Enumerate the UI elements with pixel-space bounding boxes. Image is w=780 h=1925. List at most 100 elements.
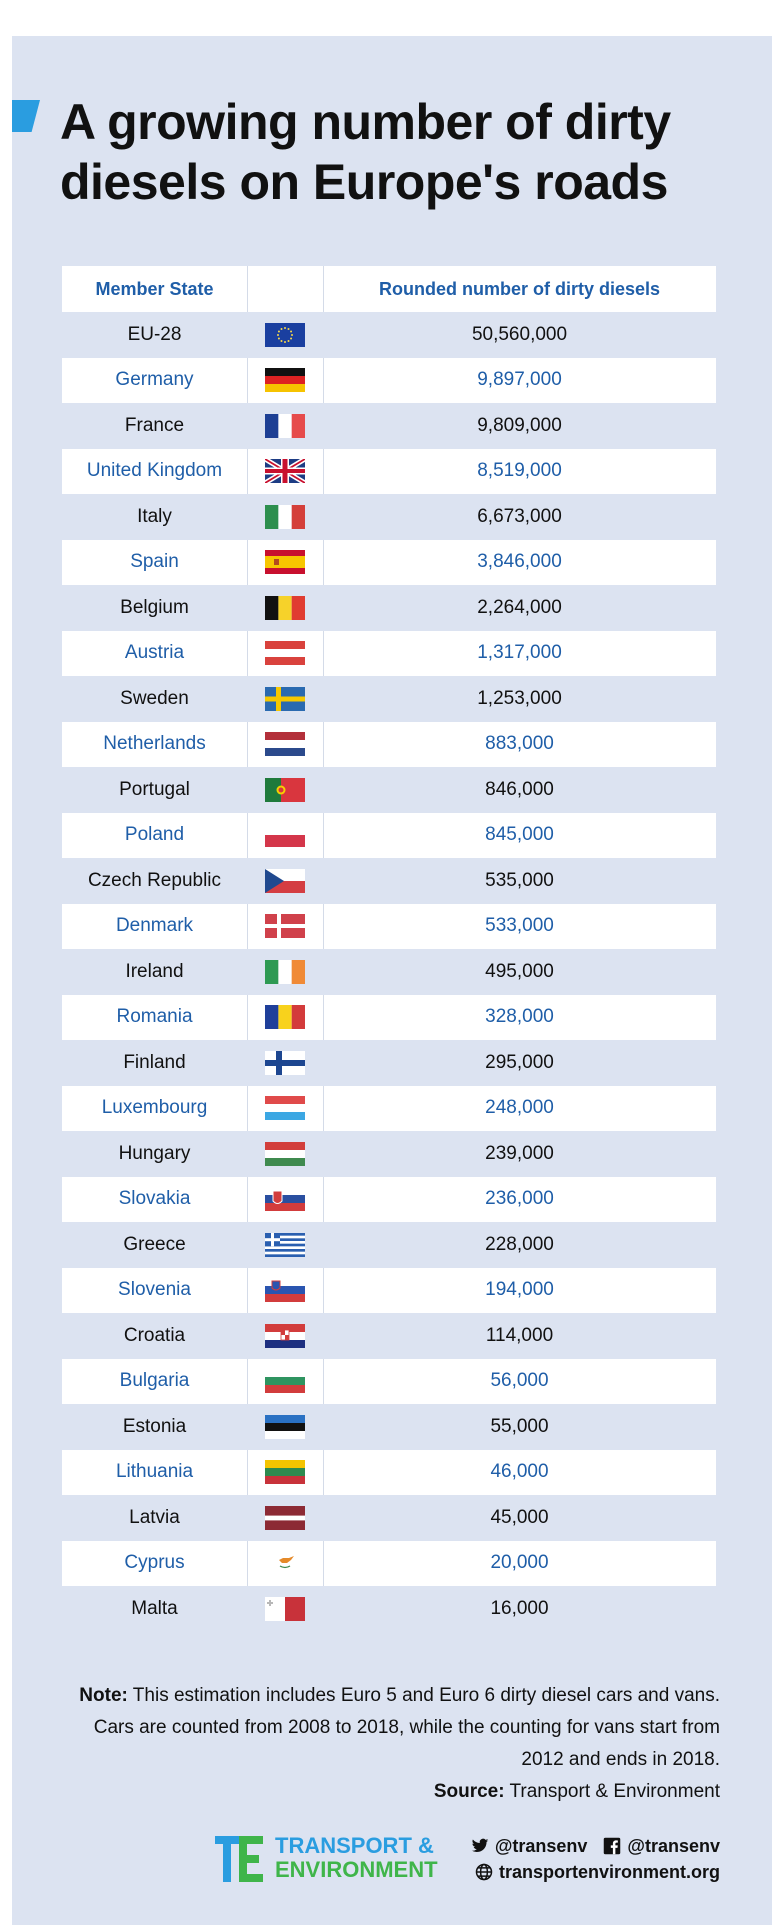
table-row: Spain 3,846,000 <box>62 539 716 585</box>
member-state-name: Italy <box>137 505 172 527</box>
table-row: Greece 228,000 <box>62 1222 716 1268</box>
finland-flag-icon <box>265 1050 305 1075</box>
logo-line-1: TRANSPORT & <box>275 1833 434 1858</box>
table-row: Croatia 114,000 <box>62 1313 716 1359</box>
luxembourg-flag-icon <box>265 1096 305 1121</box>
dirty-diesel-count: 194,000 <box>485 1279 554 1301</box>
table-row: Sweden 1,253,000 <box>62 676 716 722</box>
france-flag-icon <box>265 413 305 438</box>
lithuania-flag-icon <box>265 1460 305 1485</box>
dirty-diesel-count: 845,000 <box>485 824 554 846</box>
romania-flag-icon <box>265 1005 305 1030</box>
dirty-diesel-count: 114,000 <box>485 1324 554 1346</box>
twitter-icon <box>471 1838 489 1853</box>
member-state-name: Poland <box>124 824 185 846</box>
malta-flag-icon <box>265 1596 305 1621</box>
facebook-handle-link[interactable]: @transenv <box>627 1835 720 1856</box>
cyprus-flag-icon <box>265 1551 305 1576</box>
table-row: Portugal 846,000 <box>62 767 716 813</box>
member-state-name: Finland <box>123 1051 186 1073</box>
sweden-flag-icon <box>265 686 305 711</box>
note-label: Note: <box>79 1685 128 1706</box>
uk-flag-icon <box>265 459 305 484</box>
table-row: Bulgaria 56,000 <box>62 1358 716 1404</box>
member-state-name: Lithuania <box>115 1461 194 1483</box>
spain-flag-icon <box>265 550 305 575</box>
slovenia-flag-icon <box>265 1278 305 1303</box>
member-state-name: Luxembourg <box>101 1097 208 1119</box>
member-state-name: Ireland <box>125 960 184 982</box>
belgium-flag-icon <box>265 595 305 620</box>
dirty-diesel-count: 50,560,000 <box>471 323 568 345</box>
dirty-diesel-count: 295,000 <box>485 1051 554 1073</box>
dirty-diesel-count: 9,809,000 <box>477 414 562 436</box>
table-row: Slovenia 194,000 <box>62 1267 716 1313</box>
denmark-flag-icon <box>265 914 305 939</box>
website-link[interactable]: transportenvironment.org <box>498 1861 720 1882</box>
dirty-diesel-count: 236,000 <box>485 1188 554 1210</box>
eu-flag-icon <box>265 322 305 347</box>
table-row: Italy 6,673,000 <box>62 494 716 540</box>
table-row: Luxembourg 248,000 <box>62 1085 716 1131</box>
dirty-diesel-count: 46,000 <box>490 1461 549 1483</box>
dirty-diesel-count: 533,000 <box>485 915 554 937</box>
member-state-name: Malta <box>131 1597 178 1619</box>
dirty-diesel-count: 8,519,000 <box>477 460 562 482</box>
dirty-diesel-count: 45,000 <box>490 1506 549 1528</box>
logo-line-2: ENVIRONMENT <box>275 1857 438 1882</box>
dirty-diesel-count: 328,000 <box>485 1006 554 1028</box>
table-row: EU-28 50,560,000 <box>62 312 716 358</box>
dirty-diesel-count: 9,897,000 <box>477 369 562 391</box>
header-dirty-diesels: Rounded number of dirty diesels <box>378 278 661 299</box>
czech-flag-icon <box>265 868 305 893</box>
table-header: Member State Rounded number of dirty die… <box>62 266 716 312</box>
twitter-handle-link[interactable]: @transenv <box>494 1835 588 1856</box>
member-state-name: Belgium <box>120 596 189 618</box>
member-state-name: Slovenia <box>118 1279 191 1301</box>
dirty-diesel-count: 6,673,000 <box>477 505 562 527</box>
dirty-diesel-count: 883,000 <box>485 733 554 755</box>
member-state-name: Czech Republic <box>87 869 222 891</box>
dirty-diesel-count: 16,000 <box>490 1597 549 1619</box>
table-row: Estonia 55,000 <box>62 1404 716 1450</box>
member-state-name: Netherlands <box>103 733 206 755</box>
dirty-diesel-count: 20,000 <box>490 1552 549 1574</box>
member-state-name: Sweden <box>120 687 189 709</box>
social-links: @transenv @transenv transportenvironment… <box>460 1834 720 1884</box>
table-row: Belgium 2,264,000 <box>62 585 716 631</box>
hungary-flag-icon <box>265 1141 305 1166</box>
dirty-diesel-count: 1,317,000 <box>477 642 562 664</box>
member-state-name: United Kingdom <box>86 460 223 482</box>
croatia-flag-icon <box>265 1323 305 1348</box>
table-row: France 9,809,000 <box>62 403 716 449</box>
source-name: Transport & Environment <box>504 1781 720 1802</box>
member-state-name: Latvia <box>129 1506 180 1528</box>
member-state-name: Germany <box>115 369 194 391</box>
header-member-state: Member State <box>95 278 214 299</box>
italy-flag-icon <box>265 504 305 529</box>
austria-flag-icon <box>265 641 305 666</box>
source-line: Source: Transport & Environment <box>62 1776 720 1808</box>
table-row: Denmark 533,000 <box>62 903 716 949</box>
table-row: Malta 16,000 <box>62 1586 716 1632</box>
dirty-diesel-count: 3,846,000 <box>477 551 562 573</box>
globe-icon <box>475 1863 493 1881</box>
table-row: Czech Republic 535,000 <box>62 858 716 904</box>
dirty-diesel-count: 846,000 <box>485 778 554 800</box>
table-row: United Kingdom 8,519,000 <box>62 448 716 494</box>
member-state-name: Estonia <box>122 1415 187 1437</box>
table-row: Latvia 45,000 <box>62 1495 716 1541</box>
table-row: Germany 9,897,000 <box>62 357 716 403</box>
table-row: Romania 328,000 <box>62 994 716 1040</box>
table-row: Austria 1,317,000 <box>62 630 716 676</box>
background-panel <box>12 36 772 1925</box>
dirty-diesel-count: 1,253,000 <box>477 687 562 709</box>
netherlands-flag-icon <box>265 732 305 757</box>
table-row: Cyprus 20,000 <box>62 1540 716 1586</box>
dirty-diesel-count: 239,000 <box>485 1142 554 1164</box>
table-row: Hungary 239,000 <box>62 1131 716 1177</box>
poland-flag-icon <box>265 823 305 848</box>
estonia-flag-icon <box>265 1414 305 1439</box>
table-row: Poland 845,000 <box>62 812 716 858</box>
dirty-diesel-count: 2,264,000 <box>477 596 562 618</box>
